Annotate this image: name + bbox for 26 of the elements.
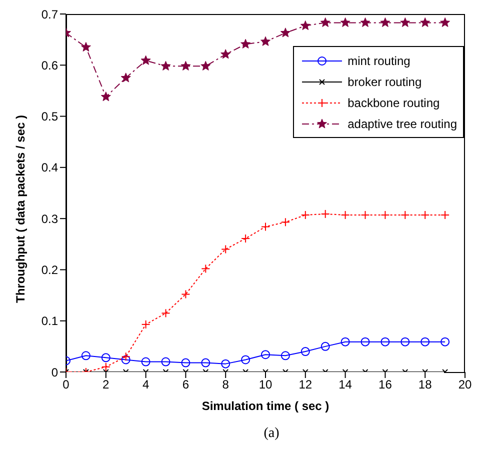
x-tick-label: 0	[62, 378, 70, 392]
legend-label: broker routing	[348, 74, 422, 88]
y-tick-label: 0.3	[41, 212, 58, 226]
y-tick-label: 0.2	[41, 262, 58, 277]
y-tick-label: 0.6	[41, 58, 58, 72]
x-tick-label: 10	[258, 378, 272, 392]
y-tick-label: 0.7	[41, 7, 58, 22]
x-tick-label: 2	[102, 378, 110, 392]
y-tick-label: 0.4	[41, 160, 58, 175]
y-tick-label: 0	[51, 365, 58, 380]
legend-label: backbone routing	[348, 96, 440, 110]
y-tick-label: 0.5	[41, 110, 58, 124]
x-tick-label: 4	[142, 378, 150, 392]
y-tick-label: 0.1	[41, 314, 58, 328]
x-tick-label: 20	[458, 378, 472, 392]
x-tick-label: 18	[418, 378, 432, 392]
x-tick-label: 14	[338, 378, 352, 392]
text: (a)	[262, 426, 280, 442]
x-axis-title: Simulation time ( sec )	[202, 399, 330, 413]
x-tick-label: 6	[182, 378, 190, 392]
x-tick-label: 12	[298, 378, 312, 392]
legend-label: adaptive tree routing	[348, 116, 457, 130]
x-tick-label: 16	[378, 378, 392, 392]
legend-label: mint routing	[348, 54, 410, 68]
y-axis-title: Throughput ( data packets / sec )	[13, 114, 28, 303]
x-tick-label: 8	[222, 378, 230, 392]
